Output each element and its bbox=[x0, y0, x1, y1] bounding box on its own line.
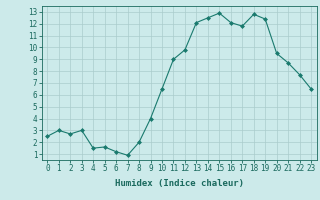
X-axis label: Humidex (Indice chaleur): Humidex (Indice chaleur) bbox=[115, 179, 244, 188]
